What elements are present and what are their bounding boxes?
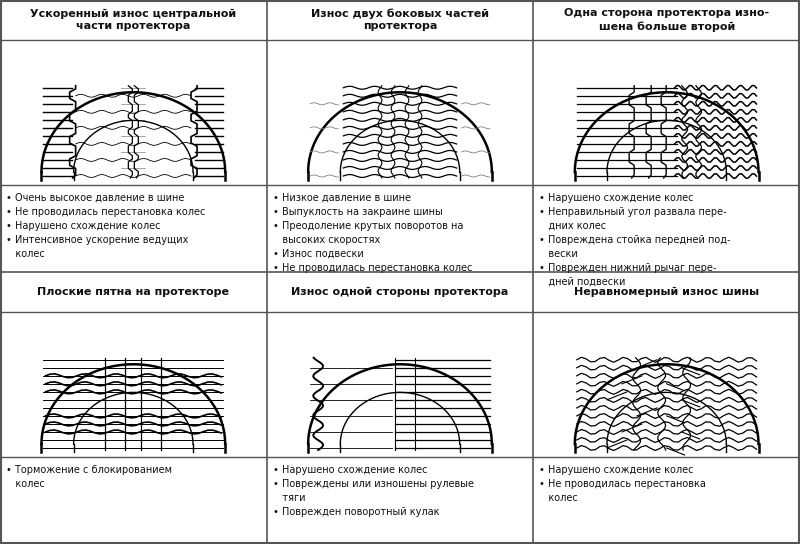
Text: • Нарушено схождение колес
• Повреждены или изношены рулевые
   тяги
• Поврежден: • Нарушено схождение колес • Повреждены … (273, 465, 474, 517)
Text: Одна сторона протектора изно-
шена больше второй: Одна сторона протектора изно- шена больш… (564, 9, 770, 32)
Text: Износ одной стороны протектора: Износ одной стороны протектора (291, 287, 509, 297)
Text: Ускоренный износ центральной
части протектора: Ускоренный износ центральной части проте… (30, 9, 236, 31)
Text: Износ двух боковых частей
протектора: Износ двух боковых частей протектора (311, 9, 489, 32)
Text: Неравномерный износ шины: Неравномерный износ шины (574, 287, 759, 297)
Text: • Торможение с блокированием
   колес: • Торможение с блокированием колес (6, 465, 172, 489)
Text: • Низкое давление в шине
• Выпуклость на закраине шины
• Преодоление крутых пово: • Низкое давление в шине • Выпуклость на… (273, 193, 472, 273)
Text: • Нарушено схождение колес
• Неправильный угол развала пере-
   дних колес
• Пов: • Нарушено схождение колес • Неправильны… (539, 193, 731, 287)
Text: • Нарушено схождение колес
• Не проводилась перестановка
   колес: • Нарушено схождение колес • Не проводил… (539, 465, 706, 503)
Text: • Очень высокое давление в шине
• Не проводилась перестановка колес
• Нарушено с: • Очень высокое давление в шине • Не про… (6, 193, 206, 259)
Text: Плоские пятна на протекторе: Плоские пятна на протекторе (38, 287, 230, 297)
